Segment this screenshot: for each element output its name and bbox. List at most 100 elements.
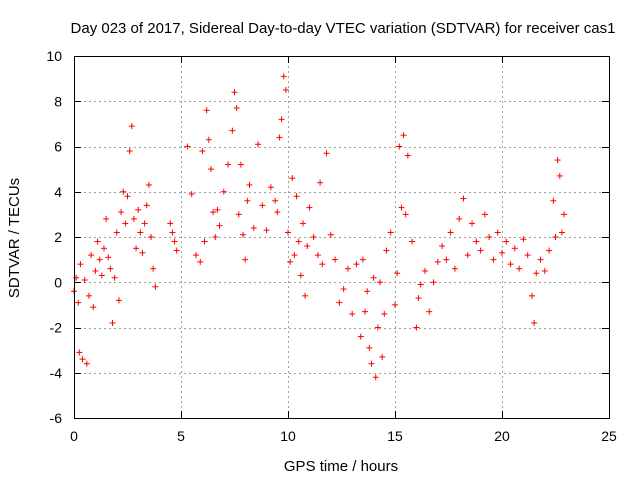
data-point — [103, 215, 110, 222]
data-point — [561, 211, 568, 218]
y-tick-label: 0 — [54, 274, 62, 290]
data-point — [398, 204, 405, 211]
data-point — [310, 234, 317, 240]
data-point — [192, 252, 199, 259]
data-point — [105, 254, 112, 261]
data-point — [340, 286, 347, 293]
data-point — [233, 105, 240, 112]
data-point — [490, 256, 497, 263]
data-point — [499, 249, 505, 256]
data-point — [148, 234, 155, 240]
data-points — [71, 73, 568, 381]
data-point — [374, 324, 381, 331]
data-point — [400, 132, 407, 139]
data-point — [336, 299, 343, 306]
data-point — [130, 215, 137, 222]
data-point — [250, 224, 257, 231]
data-point — [259, 202, 266, 209]
data-point — [349, 310, 356, 317]
y-tick-label: -4 — [50, 365, 63, 381]
data-point — [141, 220, 148, 227]
data-point — [456, 215, 463, 222]
grid-lines — [74, 56, 609, 418]
data-point — [528, 292, 535, 299]
data-point — [507, 261, 514, 268]
data-point — [447, 229, 454, 236]
data-point — [107, 265, 114, 272]
axis-ticks — [74, 56, 610, 419]
data-point — [115, 297, 122, 304]
x-tick-label: 5 — [177, 428, 185, 444]
data-point — [267, 184, 274, 191]
data-point — [287, 258, 294, 265]
data-point — [291, 252, 298, 259]
data-point — [111, 274, 118, 281]
y-tick-label: 4 — [54, 184, 62, 200]
data-point — [362, 308, 369, 315]
data-point — [76, 349, 83, 356]
data-point — [77, 261, 84, 268]
data-point — [246, 181, 253, 188]
data-point — [113, 229, 120, 236]
y-tick-label: 6 — [54, 139, 62, 155]
data-point — [184, 143, 191, 150]
data-point — [79, 356, 86, 363]
data-point — [387, 229, 394, 236]
data-point — [293, 193, 300, 200]
data-point — [231, 89, 238, 96]
data-point — [135, 206, 142, 213]
data-point — [237, 161, 244, 168]
data-point — [297, 272, 304, 279]
data-point — [332, 256, 339, 263]
data-point — [469, 220, 476, 227]
data-point — [524, 252, 531, 259]
data-point — [289, 175, 296, 182]
data-point — [404, 152, 411, 159]
data-point — [216, 222, 223, 229]
data-point — [255, 141, 262, 148]
data-point — [392, 301, 398, 308]
data-point — [554, 157, 561, 164]
data-point — [92, 267, 99, 274]
data-point — [212, 234, 219, 240]
data-point — [317, 179, 324, 186]
data-point — [537, 256, 544, 263]
y-tick-labels: -6 -4 -2 0 2 4 6 8 10 — [46, 48, 62, 426]
x-tick-label: 15 — [387, 428, 403, 444]
data-point — [145, 181, 152, 188]
y-tick-label: 2 — [54, 229, 62, 245]
data-point — [306, 204, 313, 211]
data-point — [128, 123, 135, 130]
data-point — [225, 161, 232, 168]
data-point — [133, 245, 140, 252]
data-point — [139, 249, 146, 256]
data-point — [214, 206, 221, 213]
data-point — [242, 256, 249, 263]
data-point — [477, 247, 484, 254]
data-point — [124, 193, 131, 200]
y-axis-title: SDTVAR / TECUs — [6, 178, 23, 298]
data-point — [90, 304, 97, 311]
data-point — [541, 267, 548, 274]
data-point — [152, 283, 159, 290]
data-point — [443, 256, 450, 263]
data-point — [511, 245, 518, 252]
data-point — [460, 195, 467, 202]
data-point — [415, 295, 422, 302]
data-point — [546, 247, 553, 254]
data-point — [109, 319, 116, 326]
data-point — [314, 252, 321, 259]
data-point — [235, 211, 242, 218]
data-point — [150, 265, 157, 272]
data-point — [143, 202, 150, 209]
data-point — [201, 238, 208, 245]
data-point — [357, 333, 364, 340]
data-point — [473, 238, 480, 245]
data-point — [137, 229, 144, 236]
data-point — [319, 261, 326, 268]
data-point — [96, 256, 103, 263]
data-point — [417, 281, 424, 288]
y-tick-label: -2 — [50, 320, 63, 336]
data-point — [409, 238, 416, 245]
data-point — [558, 229, 565, 236]
